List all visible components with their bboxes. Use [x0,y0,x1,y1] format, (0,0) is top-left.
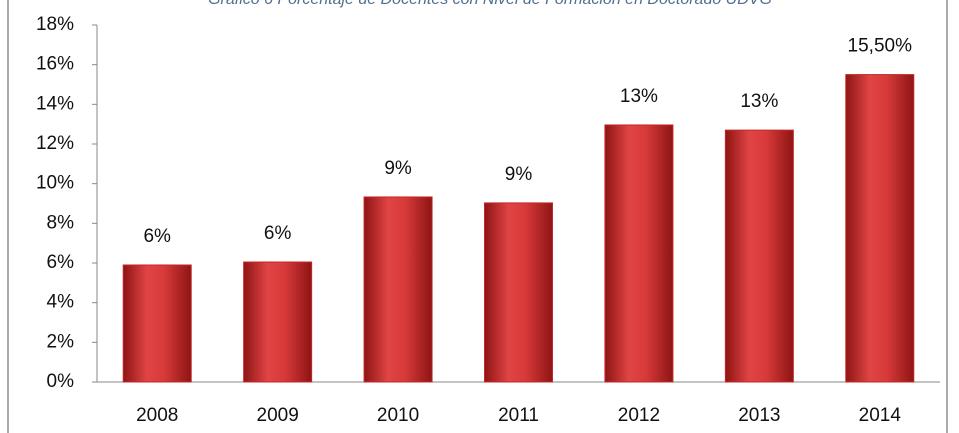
chart-title: Gráfico 6 Porcentaje de Docentes con Niv… [208,0,772,8]
bar [724,129,794,383]
x-tick-label: 2012 [618,405,660,426]
x-tick-label: 2010 [377,405,419,426]
data-label: 6% [264,223,292,244]
bar [243,261,313,383]
data-label: 13% [620,86,658,107]
y-tick-label: 14% [36,93,74,114]
bar [122,264,192,383]
data-label: 6% [143,226,171,247]
y-tick-label: 6% [47,252,75,273]
x-tick-label: 2013 [738,405,780,426]
y-tick-label: 18% [36,14,74,35]
bar [604,124,674,383]
bar [845,74,915,383]
data-label: 9% [505,164,533,185]
x-tick-label: 2009 [257,405,299,426]
x-tick-label: 2008 [136,405,178,426]
bar [484,202,553,383]
data-label: 13% [740,91,778,112]
x-tick-label: 2014 [859,405,902,426]
data-label: 15,50% [848,36,913,57]
y-tick-label: 2% [47,331,75,352]
y-tick-label: 0% [47,371,75,392]
x-tick-label: 2011 [498,405,539,426]
bar [363,196,433,383]
y-tick-label: 16% [36,54,74,75]
y-tick-label: 8% [47,212,75,233]
y-tick-label: 4% [47,292,75,313]
y-tick-label: 10% [36,173,74,194]
y-tick-label: 12% [36,133,74,154]
data-label: 9% [384,158,412,179]
